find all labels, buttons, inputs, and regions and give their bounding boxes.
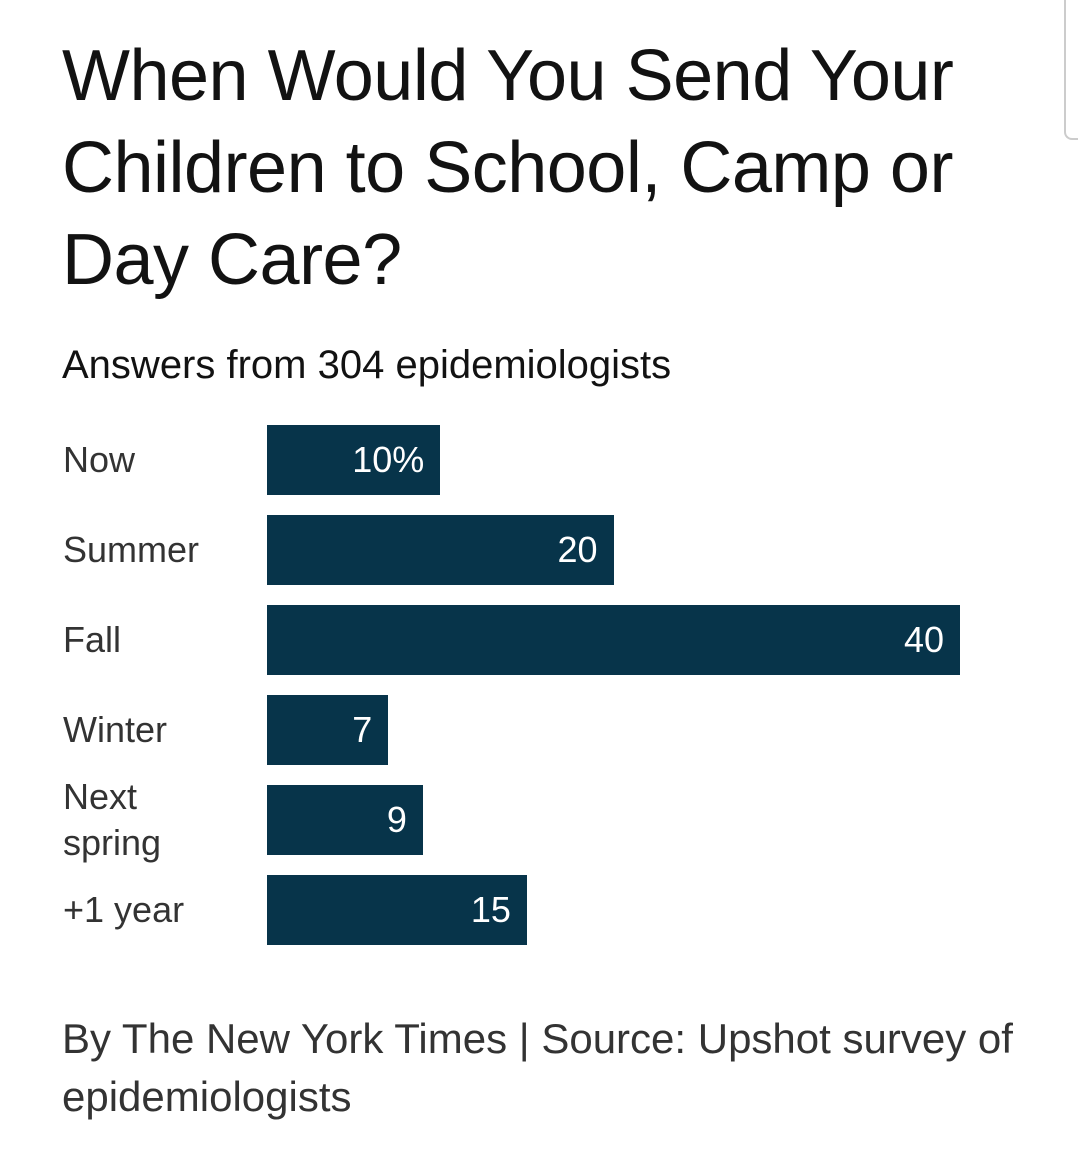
bars: Now 10% Summer 20 Fall 40 Winter 7 Next spring 9 +… (0, 425, 1080, 965)
bar (267, 425, 441, 495)
bar (267, 515, 614, 585)
category-label: Fall (63, 619, 122, 660)
bar-row: Next spring 9 (0, 776, 1080, 863)
value-label: 15 (470, 889, 511, 930)
value-label: 9 (386, 799, 407, 840)
bar (267, 875, 527, 945)
chart-subtitle: Answers from 304 epidemiologists (62, 343, 672, 387)
bar-row: Now 10% (0, 425, 1080, 495)
bar-row: Summer 20 (0, 515, 1080, 585)
bar-row: Winter 7 (0, 695, 1080, 765)
value-label: 10% (352, 439, 425, 480)
category-label: Summer (63, 529, 200, 570)
bar (267, 785, 423, 855)
category-label: Winter (63, 709, 168, 750)
category-label: Next spring (63, 776, 162, 863)
bar (267, 605, 960, 675)
value-label: 40 (903, 619, 944, 660)
scroll-edge (1064, 0, 1078, 140)
value-label: 20 (557, 529, 598, 570)
bar-row: +1 year 15 (0, 875, 1080, 945)
source-note: By The New York Times | Source: Upshot s… (62, 1015, 1013, 1120)
chart-title: When Would You Send Your Children to Sch… (62, 36, 954, 300)
category-label: Now (63, 439, 136, 480)
bar (267, 695, 389, 765)
bar-row: Fall 40 (0, 605, 1080, 675)
value-label: 7 (352, 709, 373, 750)
category-label: +1 year (63, 889, 185, 930)
